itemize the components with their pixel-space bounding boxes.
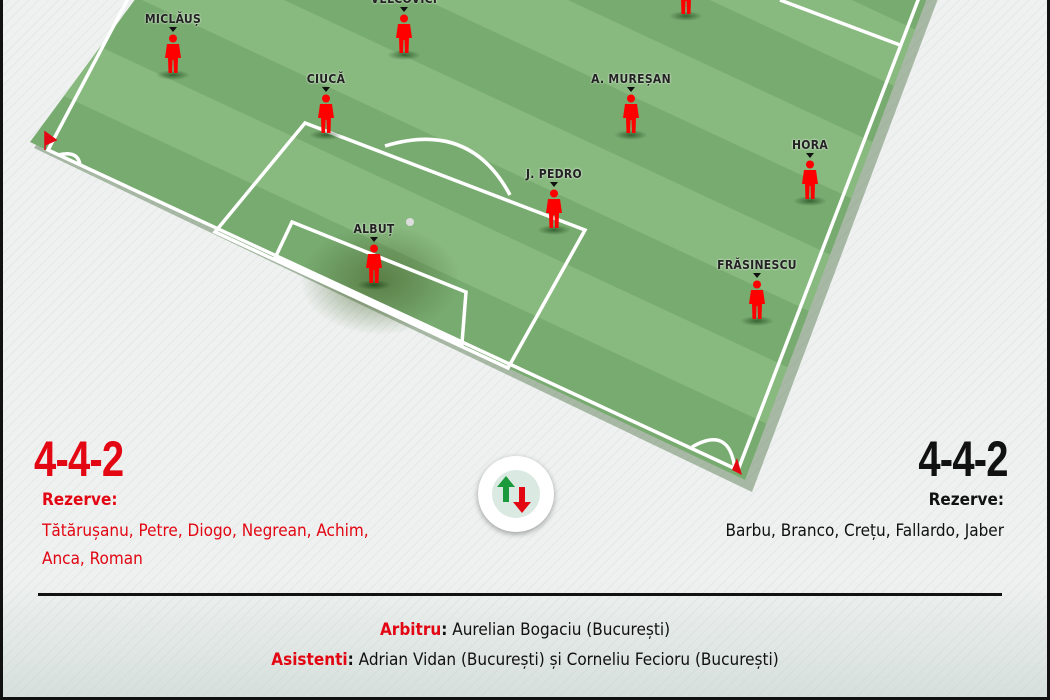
player-shadow (740, 316, 774, 326)
pointer-icon (753, 273, 761, 278)
away-reserves-label: Rezerve: (928, 490, 1004, 510)
player-shadow (156, 70, 190, 80)
player-figure-icon (366, 244, 382, 283)
player-name: ALBUȚ (353, 222, 395, 236)
player-figure-icon (802, 160, 818, 199)
assistants-line: Asistenti: Adrian Vidan (București) și C… (271, 650, 779, 670)
swap-arrows-icon (492, 470, 540, 518)
player-figure-icon (623, 94, 639, 133)
home-reserves-list: Tătărușanu, Petre, Diogo, Negrean, Achim… (42, 517, 369, 573)
divider (38, 593, 1002, 596)
player-figure-icon (318, 94, 334, 133)
pointer-icon (370, 237, 378, 242)
football-pitch (30, 0, 938, 492)
away-reserves-list: Barbu, Branco, Crețu, Fallardo, Jaber (725, 521, 1004, 541)
player-shadow (669, 11, 703, 21)
pointer-icon (322, 87, 330, 92)
assistants-names: Adrian Vidan (București) și Corneliu Fec… (358, 650, 779, 670)
player-figure-icon (396, 14, 412, 53)
pointer-icon (550, 182, 558, 187)
player-marker: A. MUREȘAN (591, 72, 671, 140)
referee-line: Arbitru: Aurelian Bogaciu (București) (379, 620, 671, 640)
player-marker: VELCOVICI (364, 0, 444, 60)
pointer-icon (806, 153, 814, 158)
player-figure-icon (749, 280, 765, 319)
player-name: CIUCĂ (306, 72, 346, 86)
referee-label: Arbitru (379, 620, 442, 640)
referee-name: Aurelian Bogaciu (București) (452, 620, 671, 640)
pointer-icon (627, 87, 635, 92)
player-name: MICLĂUȘ (144, 12, 202, 26)
player-shadow (793, 196, 827, 206)
pointer-icon (169, 27, 177, 32)
player-name: HORA (791, 138, 829, 152)
home-reserves-line: Anca, Roman (42, 549, 143, 569)
player-shadow (614, 130, 648, 140)
player-marker: CIUCĂ (286, 72, 366, 140)
player-shadow (387, 50, 421, 60)
home-formation: 4-4-2 (34, 431, 124, 487)
background-glow (0, 580, 1050, 700)
home-reserves-label: Rezerve: (42, 490, 118, 510)
player-shadow (309, 130, 343, 140)
player-figure-icon (681, 0, 691, 14)
away-formation: 4-4-2 (918, 431, 1009, 487)
player-marker: FRĂSINESCU (717, 258, 797, 326)
player-name: A. MUREȘAN (591, 72, 671, 86)
player-marker: HORA (770, 138, 850, 206)
player-figure-icon (546, 189, 562, 228)
pointer-icon (400, 7, 408, 12)
assistants-label: Asistenti (271, 650, 348, 670)
player-name: J. PEDRO (525, 167, 582, 181)
home-reserves-line: Tătărușanu, Petre, Diogo, Negrean, Achim… (42, 521, 369, 541)
swap-teams-button[interactable] (478, 456, 554, 532)
player-name: FRĂSINESCU (717, 258, 797, 272)
player-shadow (537, 225, 571, 235)
player-name: VELCOVICI (364, 0, 444, 6)
player-marker: MICLĂUȘ (133, 12, 213, 80)
player-marker: J. PEDRO (514, 167, 594, 235)
player-figure-icon (165, 34, 181, 73)
player-marker (646, 0, 726, 21)
player-shadow (357, 280, 391, 290)
player-marker: ALBUȚ (334, 222, 414, 290)
